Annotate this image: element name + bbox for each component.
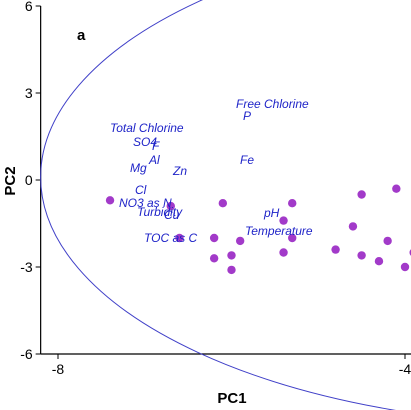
data-point: [400, 262, 410, 272]
data-point: [175, 233, 184, 243]
data-point: [279, 216, 288, 225]
data-point: [105, 196, 115, 205]
data-point: [357, 251, 366, 260]
loading-label: Al: [148, 153, 160, 167]
data-point: [374, 257, 384, 266]
loading-label: TOC as C: [144, 231, 197, 245]
data-point: [279, 248, 288, 257]
data-point: [227, 265, 236, 275]
x-tick-label: -8: [52, 361, 65, 377]
data-point: [209, 254, 219, 263]
loading-label: F: [152, 139, 160, 153]
y-tick-label: -3: [20, 259, 33, 275]
data-point: [209, 233, 219, 243]
loading-label: SO4: [133, 135, 157, 149]
data-point: [218, 199, 228, 208]
y-tick-label: -6: [20, 346, 33, 362]
y-tick-label: 3: [25, 85, 33, 101]
data-point: [331, 245, 340, 254]
data-point: [392, 184, 401, 193]
y-axis-title: PC2: [2, 166, 19, 195]
loading-label: Temperature: [245, 224, 313, 238]
x-axis-title: PC1: [217, 390, 246, 407]
loading-label: Fe: [240, 153, 254, 167]
loading-label: P: [243, 109, 251, 123]
loading-label: pH: [263, 206, 280, 220]
loading-label: Free Chlorine: [236, 97, 309, 111]
y-tick-label: 6: [25, 0, 33, 14]
loading-label: Mg: [130, 161, 147, 175]
data-point: [288, 233, 297, 243]
data-point: [288, 199, 297, 208]
data-point: [357, 190, 366, 199]
loading-label: Zn: [172, 164, 187, 178]
panel-label: a: [77, 27, 86, 44]
loading-label: Turbidity: [137, 205, 183, 219]
loading-label: Total Chlorine: [110, 121, 184, 135]
data-point: [227, 251, 236, 260]
data-point: [383, 236, 392, 246]
correlation-circle: [40, 0, 397, 410]
data-point: [348, 222, 358, 231]
y-tick-label: 0: [25, 172, 33, 188]
loading-label: NO3 as N: [119, 196, 172, 210]
x-tick-label: -4: [399, 361, 411, 377]
loading-label: Cu: [164, 208, 180, 222]
data-point: [166, 201, 175, 211]
data-point: [235, 236, 245, 246]
loading-label: Cl: [135, 183, 147, 197]
